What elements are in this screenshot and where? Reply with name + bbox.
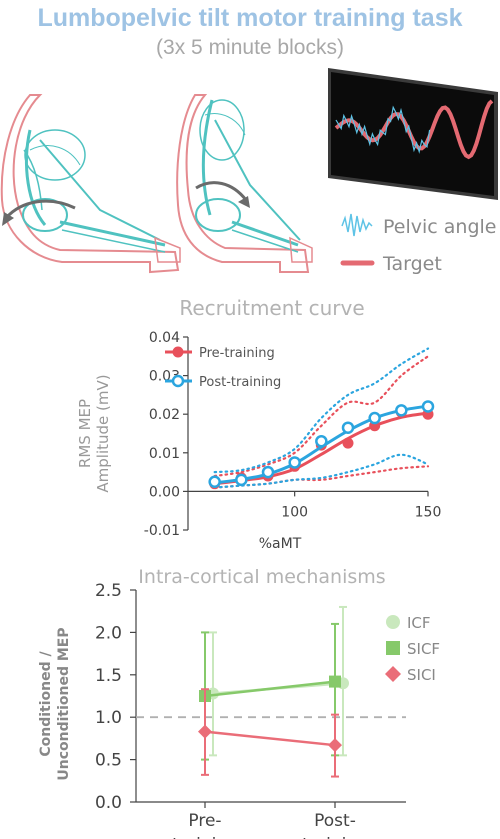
intracortical-chart-title: Intra-cortical mechanisms [138, 566, 385, 588]
data-point [342, 437, 354, 449]
legend-marker [386, 615, 400, 629]
series-line [204, 730, 336, 747]
data-point [208, 475, 221, 488]
legend-marker [172, 346, 184, 358]
y-tick-label: 0.04 [149, 330, 180, 346]
ci-upper-line [213, 347, 430, 474]
pelvic-angle-trace [335, 105, 431, 154]
y-axis-label: Conditioned / Unconditioned MEP [38, 627, 72, 780]
data-point [421, 400, 435, 413]
category-label: Pre- [188, 811, 221, 831]
data-point [198, 724, 212, 739]
y-tick-label: 0.02 [149, 407, 180, 423]
y-tick-label: 1.5 [95, 666, 122, 686]
data-point [288, 456, 301, 469]
legend-label: Pre-training [199, 346, 275, 361]
seated-skeleton-anterior-tilt [176, 94, 313, 273]
recruitment-curve-chart: Recruitment curve-0.010.000.010.020.030.… [76, 296, 442, 552]
category-label: training [302, 835, 368, 839]
category-label: Post- [314, 811, 356, 831]
y-tick-label: 1.0 [95, 708, 122, 728]
feedback-monitor [328, 68, 498, 200]
data-point [341, 421, 355, 434]
ci-upper-line [213, 355, 430, 478]
figure-title: Lumbopelvic tilt motor training task [37, 4, 463, 32]
task-illustration: Pelvic angle Target [0, 68, 498, 275]
pelvic-angle-trace-icon [341, 213, 373, 237]
legend-label: SICI [407, 666, 436, 684]
anterior-tilt-arrow [195, 181, 248, 201]
y-tick-label: 0.0 [95, 793, 122, 813]
intracortical-chart: Intra-cortical mechanisms 0.0 0.5 1.0 1.5 2.0… [38, 566, 440, 839]
x-tick-label: 100 [281, 504, 308, 520]
legend-marker [385, 666, 401, 682]
x-axis-label: %aMT [259, 536, 302, 552]
ci-lower-line [213, 453, 430, 489]
data-point [328, 738, 342, 753]
category-label: training [172, 835, 238, 839]
data-point [329, 675, 341, 688]
anterior-tilt-arrowhead [238, 196, 250, 208]
posterior-tilt-arrowhead [2, 212, 14, 226]
x-tick-label: 150 [415, 504, 442, 520]
figure-subtitle: (3x 5 minute blocks) [156, 36, 344, 59]
y-tick-label: 2.0 [95, 623, 122, 643]
legend-label: ICF [407, 614, 431, 632]
data-point [395, 404, 408, 417]
legend-pelvic-angle: Pelvic angle [383, 216, 496, 238]
legend-marker [171, 374, 185, 388]
legend-label: SICF [407, 640, 440, 658]
seated-skeleton-posterior-tilt [0, 94, 181, 274]
posterior-tilt-arrow [4, 199, 76, 220]
recruitment-chart-title: Recruitment curve [179, 296, 364, 320]
legend-target: Target [382, 253, 442, 275]
legend-marker [386, 641, 400, 655]
y-tick-label: -0.01 [144, 523, 180, 539]
y-tick-label: 0.5 [95, 751, 122, 771]
y-axis-label: RMS MEPAmplitude (mV) [76, 374, 112, 492]
y-tick-label: 0.00 [149, 484, 180, 500]
data-point [315, 434, 328, 448]
data-point [235, 473, 248, 487]
y-tick-label: 0.01 [149, 446, 180, 462]
y-tick-label: 2.5 [95, 581, 122, 601]
target-trace [334, 99, 494, 160]
legend-label: Post-training [199, 375, 281, 390]
data-point [261, 465, 275, 479]
series-line [204, 680, 336, 698]
data-point [368, 411, 381, 425]
